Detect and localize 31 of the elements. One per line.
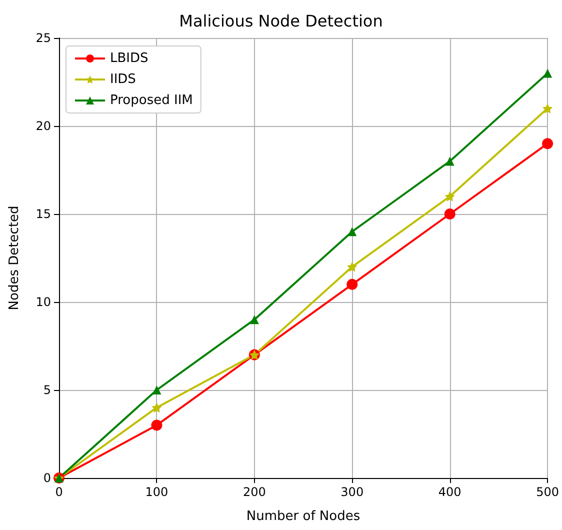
point — [346, 278, 358, 290]
legend-label: LBIDS — [110, 51, 148, 66]
y-tick-label: 15 — [36, 207, 51, 221]
chart-title: Malicious Node Detection — [179, 12, 383, 30]
point — [151, 420, 162, 431]
x-tick-label: 400 — [438, 485, 462, 499]
point — [347, 262, 358, 272]
y-axis-title: Nodes Detected — [7, 206, 22, 310]
point — [152, 386, 162, 394]
y-tick-label: 0 — [43, 471, 51, 485]
point — [152, 402, 162, 413]
x-tick-label: 200 — [242, 485, 266, 499]
point — [542, 138, 554, 150]
point — [542, 103, 553, 114]
x-axis-title: Number of Nodes — [246, 509, 360, 524]
x-tick-label: 300 — [340, 485, 364, 499]
y-tick-label: 5 — [43, 383, 51, 397]
point — [348, 227, 357, 236]
point — [543, 68, 552, 78]
y-tick-label: 20 — [36, 119, 51, 133]
x-tick-label: 500 — [536, 485, 559, 499]
legend-label: Proposed IIM — [110, 93, 193, 108]
x-tick-label: 100 — [145, 485, 168, 499]
y-tick-label: 25 — [36, 31, 51, 45]
point — [444, 208, 456, 220]
x-tick-label: 0 — [55, 485, 63, 499]
legend-label: IIDS — [110, 72, 136, 87]
point — [445, 156, 454, 166]
y-tick-label: 10 — [36, 295, 51, 309]
point — [250, 315, 259, 324]
point — [444, 191, 455, 202]
